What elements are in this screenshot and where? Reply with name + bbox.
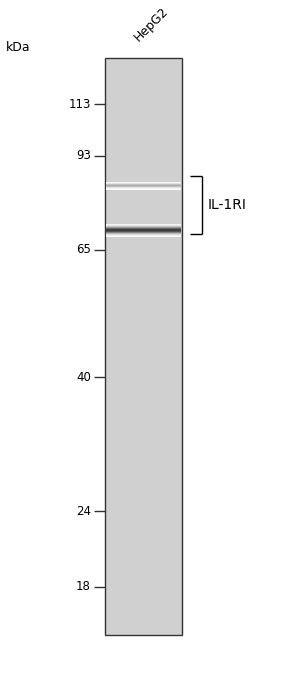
Text: IL-1RI: IL-1RI bbox=[207, 198, 246, 212]
Text: 113: 113 bbox=[68, 98, 91, 111]
Bar bbox=[105, 58, 182, 635]
Text: 40: 40 bbox=[76, 371, 91, 384]
Text: 93: 93 bbox=[76, 149, 91, 162]
Text: kDa: kDa bbox=[6, 41, 30, 54]
Text: 24: 24 bbox=[76, 505, 91, 518]
Text: HepG2: HepG2 bbox=[131, 5, 171, 44]
Text: 65: 65 bbox=[76, 243, 91, 256]
Text: 18: 18 bbox=[76, 581, 91, 593]
